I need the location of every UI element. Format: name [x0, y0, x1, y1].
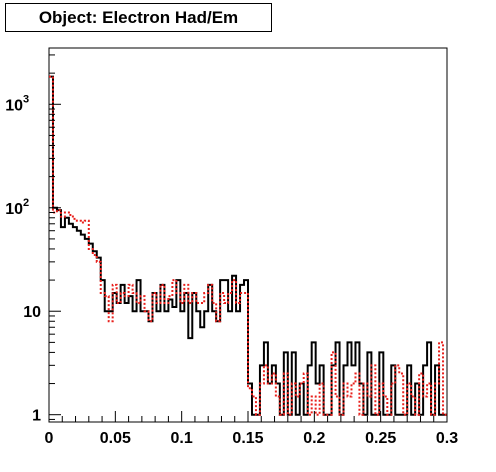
- y-tick-exponent: 2: [23, 197, 29, 209]
- x-tick-label: 0.15: [232, 430, 263, 447]
- chart-title-box: Object: Electron Had/Em: [5, 3, 272, 32]
- x-tick-label: 0.3: [436, 430, 458, 447]
- x-tick-label: 0.1: [171, 430, 193, 447]
- x-tick-label: 0.25: [365, 430, 396, 447]
- series-layer: [49, 75, 447, 416]
- x-tick-label: 0.2: [303, 430, 325, 447]
- series-line-1: [49, 75, 447, 416]
- series-line-2: [49, 75, 447, 416]
- chart-title: Object: Electron Had/Em: [38, 7, 239, 27]
- y-tick-exponent: 3: [23, 93, 29, 105]
- x-tick-label: 0.05: [100, 430, 131, 447]
- x-tick-label: 0: [45, 430, 54, 447]
- y-tick-label: 10: [23, 304, 41, 321]
- y-tick-label: 1: [32, 408, 41, 425]
- y-tick-label: 10: [5, 201, 23, 218]
- y-tick-label: 10: [5, 97, 23, 114]
